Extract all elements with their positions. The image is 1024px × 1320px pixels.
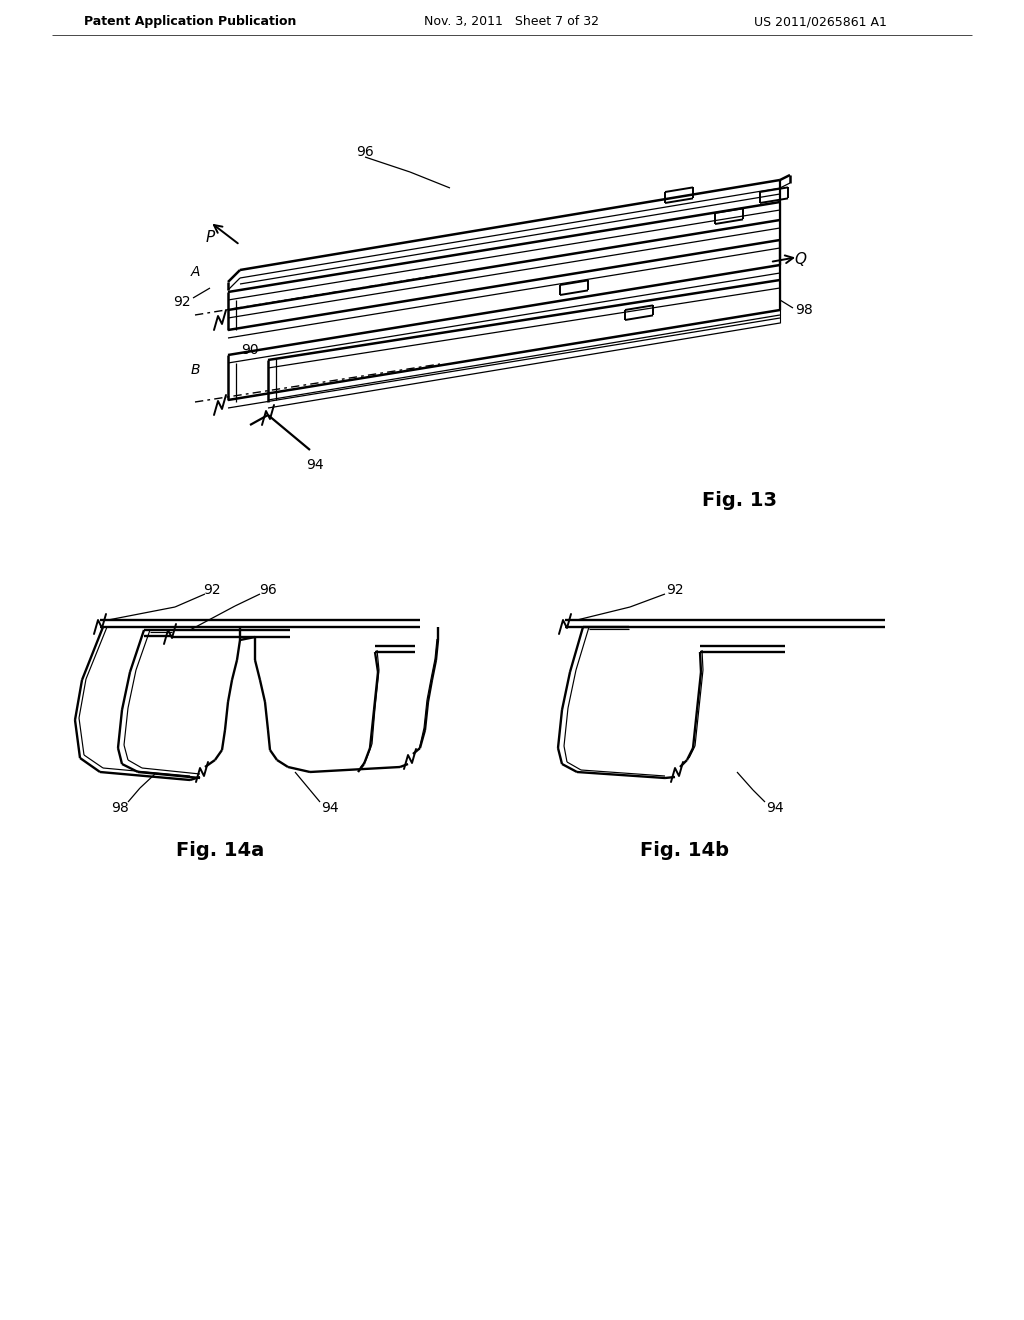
Text: 94: 94 [306,458,324,473]
Text: Fig. 14b: Fig. 14b [640,841,729,859]
Text: 94: 94 [322,801,339,814]
Text: 90: 90 [242,343,259,356]
Text: Patent Application Publication: Patent Application Publication [84,16,296,29]
Text: 96: 96 [356,145,374,158]
Text: 92: 92 [173,294,190,309]
Text: Q: Q [794,252,806,268]
Text: B: B [190,363,200,378]
Text: Fig. 14a: Fig. 14a [176,841,264,859]
Text: 94: 94 [766,801,783,814]
Text: 96: 96 [259,583,276,597]
Text: 98: 98 [112,801,129,814]
Text: 98: 98 [795,304,813,317]
Text: 92: 92 [203,583,221,597]
Text: Nov. 3, 2011   Sheet 7 of 32: Nov. 3, 2011 Sheet 7 of 32 [425,16,599,29]
Text: A: A [190,265,200,279]
Text: Fig. 13: Fig. 13 [702,491,777,510]
Text: P: P [206,231,215,246]
Text: 92: 92 [667,583,684,597]
Text: US 2011/0265861 A1: US 2011/0265861 A1 [754,16,887,29]
